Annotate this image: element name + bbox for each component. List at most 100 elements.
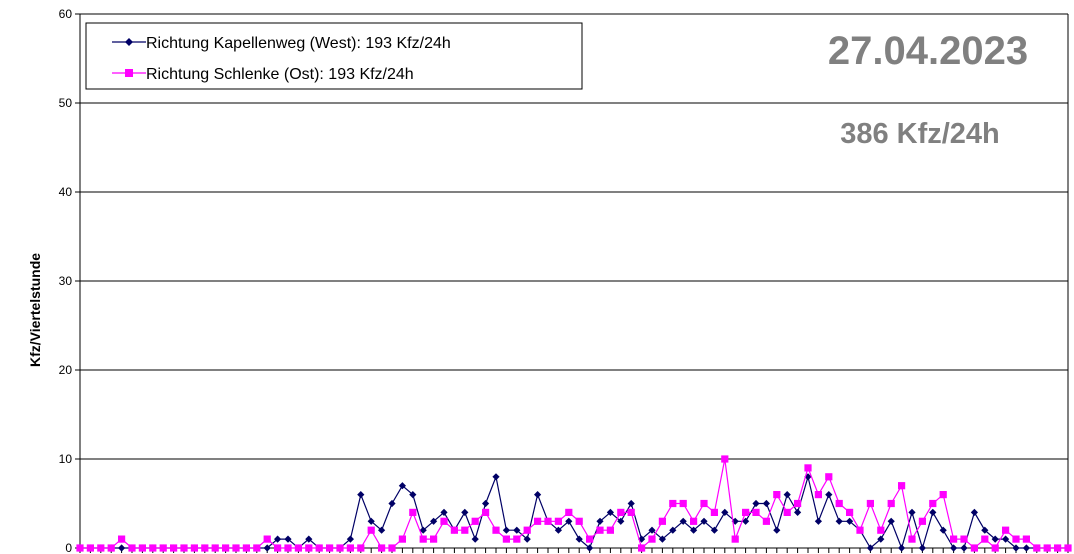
y-tick-labels: 0 10 20 30 40 50 60: [59, 7, 73, 554]
data-point: [492, 473, 500, 481]
legend: Richtung Kapellenweg (West): 193 Kfz/24h…: [85, 22, 583, 90]
data-point: [294, 544, 302, 552]
data-point: [107, 544, 115, 552]
data-point: [482, 499, 490, 508]
data-point: [211, 544, 219, 552]
data-point: [201, 544, 209, 552]
date-label: 27.04.2023: [828, 29, 1028, 73]
data-point: [274, 535, 282, 543]
data-point: [981, 526, 989, 534]
legend-entry-ost: Richtung Schlenke (Ost): 193 Kfz/24h: [112, 66, 414, 83]
data-point: [513, 535, 521, 543]
data-point: [950, 535, 958, 543]
data-point: [1002, 526, 1010, 534]
data-point: [742, 517, 750, 525]
data-point: [430, 517, 438, 525]
data-point: [1012, 535, 1020, 543]
data-point: [825, 473, 833, 481]
data-point: [138, 544, 146, 552]
data-point: [461, 526, 469, 534]
data-point: [357, 491, 365, 499]
legend-entry-west: Richtung Kapellenweg (West): 193 Kfz/24h: [112, 35, 451, 52]
data-point: [1033, 544, 1041, 552]
data-point: [960, 544, 968, 552]
data-point: [679, 499, 687, 508]
data-point: [679, 517, 687, 525]
data-point: [773, 491, 781, 499]
data-point: [367, 526, 375, 534]
data-point: [482, 508, 490, 516]
data-point: [326, 544, 334, 552]
data-point: [731, 535, 739, 543]
data-point: [575, 535, 583, 543]
data-point: [253, 544, 261, 552]
gridlines: [80, 13, 1068, 549]
data-point: [565, 517, 573, 525]
data-point: [970, 544, 978, 552]
data-point: [710, 526, 718, 534]
y-tick-label: 60: [59, 7, 73, 21]
data-point: [669, 526, 677, 534]
data-point: [554, 526, 562, 534]
data-point: [814, 491, 822, 499]
y-tick-label: 30: [59, 274, 73, 288]
data-point: [534, 517, 542, 525]
data-point: [554, 517, 562, 525]
data-point: [544, 517, 552, 525]
data-point: [606, 508, 614, 516]
legend-marker-ost: [125, 69, 133, 77]
data-point: [794, 499, 802, 508]
y-tick-label: 40: [59, 185, 73, 199]
data-point: [939, 491, 947, 499]
data-point: [898, 544, 906, 552]
data-point: [586, 535, 594, 543]
data-point: [128, 544, 136, 552]
data-point: [752, 499, 760, 508]
series-layer: [76, 455, 1072, 552]
data-point: [1012, 544, 1020, 552]
data-point: [409, 508, 417, 516]
data-point: [378, 526, 386, 534]
data-point: [617, 508, 625, 516]
data-point: [887, 517, 895, 525]
data-point: [357, 544, 365, 552]
data-point: [846, 517, 854, 525]
data-point: [1043, 544, 1051, 552]
data-point: [118, 544, 126, 552]
data-point: [721, 455, 729, 463]
data-point: [232, 544, 240, 552]
data-point: [398, 482, 406, 490]
data-point: [710, 508, 718, 516]
data-point: [783, 508, 791, 516]
data-point: [929, 499, 937, 508]
data-point: [950, 544, 958, 552]
data-point: [575, 517, 583, 525]
legend-marker-west: [125, 38, 133, 46]
data-point: [315, 544, 323, 552]
data-point: [606, 526, 614, 534]
data-point: [918, 544, 926, 552]
y-tick-label: 10: [59, 452, 73, 466]
data-point: [118, 535, 126, 543]
data-point: [658, 517, 666, 525]
data-point: [263, 544, 271, 552]
data-point: [586, 544, 594, 552]
data-point: [690, 517, 698, 525]
data-point: [991, 544, 999, 552]
data-point: [794, 508, 802, 516]
data-point: [388, 544, 396, 552]
data-point: [627, 499, 635, 508]
legend-label-west: Richtung Kapellenweg (West): 193 Kfz/24h: [146, 35, 451, 52]
data-point: [981, 535, 989, 543]
data-point: [825, 491, 833, 499]
data-point: [690, 526, 698, 534]
data-point: [263, 535, 271, 543]
data-point: [523, 535, 531, 543]
data-point: [502, 526, 510, 534]
data-point: [596, 526, 604, 534]
data-point: [638, 535, 646, 543]
data-point: [170, 544, 178, 552]
data-point: [752, 508, 760, 516]
data-point: [700, 517, 708, 525]
